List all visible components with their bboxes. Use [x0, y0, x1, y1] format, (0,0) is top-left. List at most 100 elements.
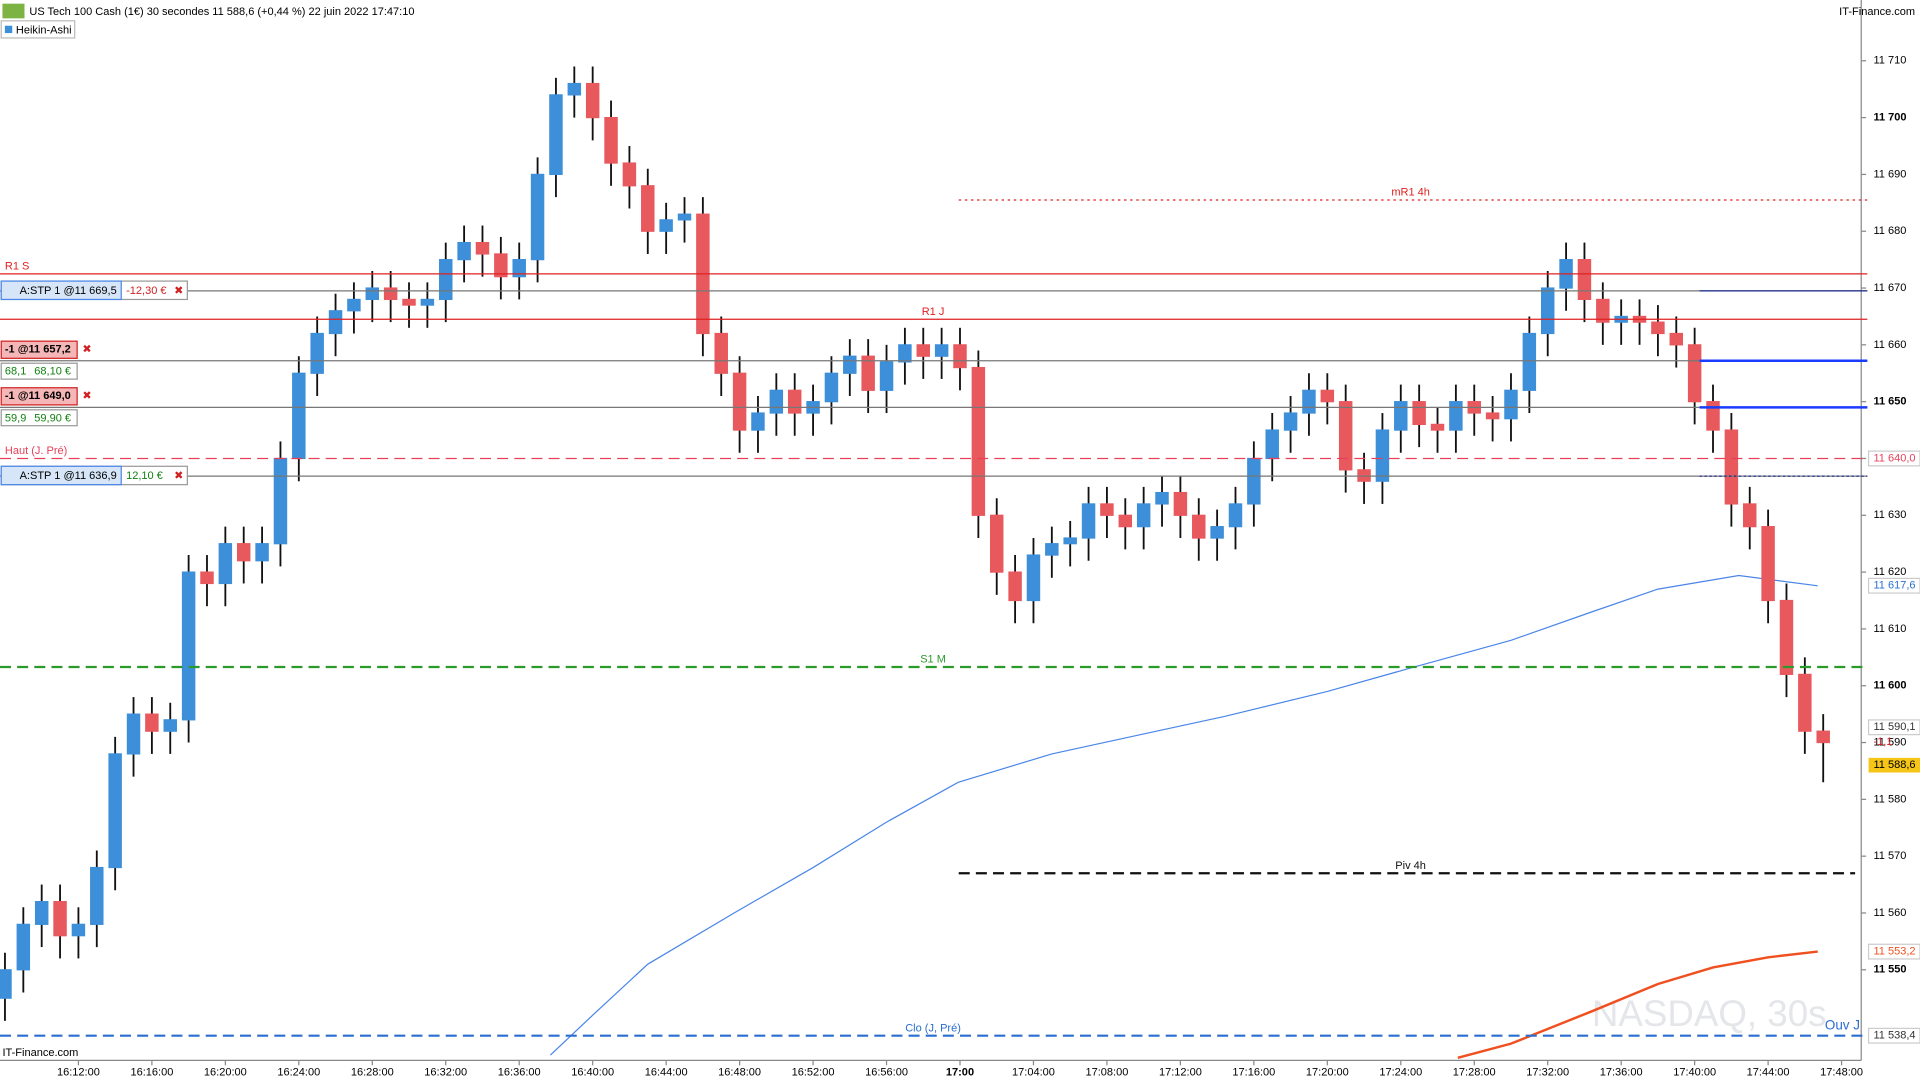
candle-body: [751, 412, 765, 431]
price-label: 11 617,6: [1873, 580, 1915, 592]
x-tick-label: 17:24:00: [1379, 1067, 1422, 1079]
candle-body: [530, 173, 545, 261]
level-label: Haut (J. Pré): [5, 445, 67, 457]
candle-body: [953, 344, 967, 369]
order-pts-bg: [0, 362, 78, 380]
level-label: mR1 4h: [1391, 187, 1430, 199]
price-label-bg: [1867, 450, 1920, 467]
candle-body: [1522, 332, 1537, 391]
candle-body: [769, 389, 784, 414]
level-label: Piv 4h: [1395, 860, 1426, 872]
chart-style: Heikin-Ashi: [16, 25, 72, 37]
candle-body: [1669, 332, 1684, 346]
candle-body: [1247, 457, 1261, 505]
x-tick-label: 16:36:00: [498, 1067, 541, 1079]
candle-body: [622, 162, 637, 187]
chart-title: US Tech 100 Cash (1€) 30 secondes 11 588…: [29, 6, 414, 18]
price-label-bg: [1867, 943, 1920, 960]
y-tick-label: 11 610: [1873, 623, 1906, 635]
candle-body: [0, 969, 12, 999]
y-tick-label: 11 710: [1873, 55, 1906, 67]
candle-body: [989, 514, 1004, 573]
order-label: -1 @11 649,0: [5, 390, 71, 402]
x-tick-label: 16:32:00: [424, 1067, 467, 1079]
candle-body: [1173, 491, 1188, 516]
candle-body: [512, 259, 526, 278]
y-tick-label: 11 630: [1873, 509, 1906, 521]
y-tick-label: 11 660: [1873, 339, 1906, 351]
candle-body: [1210, 526, 1224, 539]
plot-area: [0, 66, 1830, 1060]
order-close[interactable]: ✖: [174, 470, 183, 482]
candle-body: [1136, 503, 1151, 528]
candle-body: [420, 298, 435, 306]
x-tick-label: 16:40:00: [571, 1067, 614, 1079]
price-label-bg: [1867, 1027, 1920, 1044]
candle-body: [365, 287, 380, 301]
candle-body: [1798, 673, 1812, 732]
x-tick-label: 17:36:00: [1600, 1067, 1643, 1079]
order-points: 59,9: [5, 412, 26, 424]
candle-body: [1430, 423, 1445, 431]
candle-body: [916, 344, 931, 357]
x-tick-label: 16:24:00: [277, 1067, 320, 1079]
candle-body: [457, 241, 471, 261]
candle-body: [604, 116, 618, 164]
candle-body: [1375, 429, 1390, 482]
candle-body: [659, 219, 673, 232]
candle-body: [236, 543, 251, 562]
candle-body: [34, 901, 49, 925]
x-tick-label: 17:08:00: [1085, 1067, 1128, 1079]
y-tick-label: 11 570: [1873, 850, 1906, 862]
candle-body: [1228, 503, 1243, 528]
x-tick-label: 17:32:00: [1526, 1067, 1569, 1079]
candle-body: [1485, 412, 1500, 420]
style-icon: [4, 25, 13, 34]
candle-body: [1504, 389, 1518, 420]
y-tick-label: 11 670: [1873, 282, 1906, 294]
open-label: Ouv J: [1825, 1017, 1860, 1032]
candle-body: [1412, 401, 1426, 426]
candle-body: [200, 571, 214, 585]
candle-body: [126, 713, 141, 755]
order-label-bg: [0, 280, 122, 301]
price-label: 11 553,2: [1873, 946, 1915, 958]
candle-body: [181, 571, 196, 721]
order-pnl: 12,10 €: [126, 470, 163, 482]
candle-body: [1320, 389, 1335, 403]
candle-body: [1026, 554, 1041, 602]
y-tick-label: 11 650: [1873, 396, 1906, 408]
app-icon[interactable]: [2, 3, 25, 19]
candle-body: [1063, 537, 1077, 545]
candle-body: [585, 82, 600, 119]
watermark: NASDAQ, 30s: [1592, 993, 1827, 1034]
price-label: 11 590,1: [1873, 721, 1915, 733]
style-box[interactable]: [0, 20, 76, 39]
candle-body: [1155, 491, 1169, 505]
brand: IT-Finance.com: [1839, 6, 1915, 18]
candle-body: [824, 372, 839, 403]
x-tick-label: 16:56:00: [865, 1067, 908, 1079]
candle-body: [787, 389, 802, 414]
y-tick-label: 11 700: [1873, 112, 1906, 124]
order-close[interactable]: ✖: [82, 390, 91, 402]
order-close[interactable]: ✖: [174, 285, 183, 297]
candle-body: [1100, 503, 1114, 516]
candle-body: [1706, 401, 1720, 431]
candle-body: [347, 298, 361, 312]
candle-body: [439, 259, 453, 301]
x-tick-label: 16:28:00: [351, 1067, 394, 1079]
order-pnl: 59,90 €: [34, 412, 71, 424]
candle-body: [1265, 429, 1279, 460]
x-tick-label: 17:28:00: [1453, 1067, 1496, 1079]
order-pnl: -12,30 €: [126, 285, 166, 297]
candle-body: [1338, 401, 1353, 471]
order-points: 68,1: [5, 366, 26, 378]
order-close[interactable]: ✖: [82, 344, 91, 356]
x-tick-label: 17:40:00: [1673, 1067, 1716, 1079]
candle-body: [1394, 401, 1408, 431]
level-label: R1 J: [922, 306, 945, 318]
x-tick-label: 16:20:00: [204, 1067, 247, 1079]
candle-body: [310, 332, 324, 374]
